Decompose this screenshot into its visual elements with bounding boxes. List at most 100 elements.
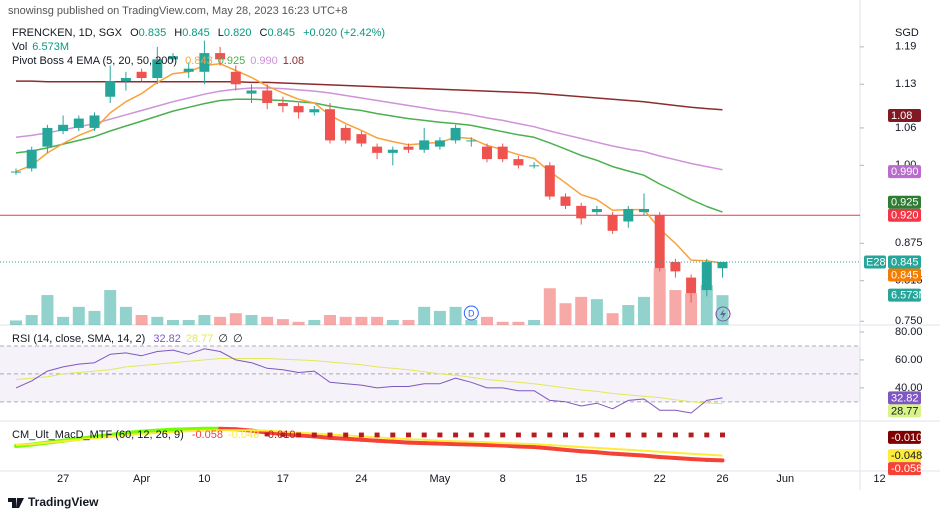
price-label: 1.08 xyxy=(891,110,912,122)
candle-body xyxy=(262,90,273,103)
x-tick-label: 15 xyxy=(575,473,587,485)
y-tick-label: 0.875 xyxy=(895,237,923,249)
candle-body xyxy=(560,196,571,206)
macd-line xyxy=(139,428,160,434)
volume-bar xyxy=(512,321,525,325)
candle-body xyxy=(686,277,697,294)
y-tick-label: 60.00 xyxy=(895,354,923,366)
volume-bar xyxy=(198,315,211,325)
logo-text: TradingView xyxy=(28,495,99,509)
rsi-line xyxy=(15,348,723,414)
candle-body xyxy=(497,146,508,160)
macd-line xyxy=(328,435,348,441)
rsi-axis-label-bg xyxy=(888,404,921,418)
macd-legend: CM_Ult_MacD_MTF (60, 12, 26, 9) -0.058 -0… xyxy=(12,429,300,441)
candle-body xyxy=(309,109,320,113)
volume-bar xyxy=(25,315,38,325)
candle-body xyxy=(89,115,100,128)
volume-bar xyxy=(685,293,698,325)
macd-histogram-bar xyxy=(515,432,521,438)
price-label-bg xyxy=(888,108,921,122)
candle-body xyxy=(607,215,618,231)
macd-line xyxy=(594,450,615,456)
volume-bar xyxy=(214,316,227,325)
macd-line xyxy=(92,432,113,439)
rsi-line xyxy=(15,358,723,405)
candle-body xyxy=(482,146,492,160)
rsi-mark: ∅ xyxy=(218,333,228,345)
ema-value: 0.843 xyxy=(185,55,213,67)
candle-body xyxy=(11,171,21,173)
x-tick-label: 27 xyxy=(57,473,69,485)
candle-body xyxy=(591,208,602,213)
candle-body xyxy=(183,68,194,72)
y-tick-label: 1.06 xyxy=(895,122,916,134)
candle-body xyxy=(58,124,69,132)
candle-body xyxy=(136,71,147,79)
rsi-axis-label: 28.77 xyxy=(891,405,919,417)
candle-body xyxy=(639,208,649,213)
ohlc-value: 0.845 xyxy=(267,27,295,39)
volume-bar xyxy=(57,316,70,325)
y-tick-label: 80.00 xyxy=(895,326,923,338)
candle-body xyxy=(372,146,383,153)
volume-bar xyxy=(104,290,117,325)
x-tick-label: May xyxy=(430,473,451,485)
candle-body xyxy=(717,262,728,269)
candle-body xyxy=(450,127,461,141)
macd-histogram-bar xyxy=(500,432,506,438)
macd-histogram-bar xyxy=(657,432,663,438)
price-label-bg xyxy=(888,208,921,222)
candle-body xyxy=(105,81,116,97)
volume-bar xyxy=(355,316,368,325)
candle-body xyxy=(168,56,178,60)
macd-histogram-bar xyxy=(563,432,568,438)
ohlc-key: O xyxy=(130,27,139,39)
x-tick-label: Jun xyxy=(776,473,794,485)
macd-signal-line xyxy=(15,429,723,457)
volume-axis-label: 6.573M xyxy=(891,290,928,302)
macd-line xyxy=(280,432,301,438)
x-tick-label: 26 xyxy=(716,473,728,485)
rsi-axis-label: 32.82 xyxy=(891,392,919,404)
volume-bar xyxy=(72,306,85,325)
macd-line xyxy=(343,436,364,442)
candle-body xyxy=(544,165,555,197)
volume-bar xyxy=(182,320,195,325)
volume-bar xyxy=(606,313,619,325)
macd-value: -0.048 xyxy=(228,429,260,441)
macd-histogram-bar xyxy=(311,432,317,438)
symbol: FRENCKEN, 1D, SGX xyxy=(12,27,123,39)
macd-histogram-bar xyxy=(421,432,427,438)
volume-bar xyxy=(151,316,164,325)
macd-histogram-bar xyxy=(720,432,725,438)
volume-bar xyxy=(324,315,336,325)
volume-bar xyxy=(245,315,258,325)
macd-histogram-bar xyxy=(280,432,286,437)
rsi-title: RSI (14, close, SMA, 14, 2) xyxy=(12,333,146,345)
candle-body xyxy=(466,140,477,142)
macd-line xyxy=(626,452,646,458)
macd-line xyxy=(673,456,694,461)
x-tick-label: Apr xyxy=(133,473,150,485)
candle-body xyxy=(701,262,712,291)
volume-bar xyxy=(575,296,588,325)
price-label-bg xyxy=(888,255,921,269)
candle-body xyxy=(529,165,540,167)
ema-value: 0.990 xyxy=(250,55,278,67)
candle-body xyxy=(199,53,210,72)
volume-bar xyxy=(622,305,635,325)
volume-key: Vol xyxy=(12,41,28,53)
volume-bar xyxy=(371,316,384,325)
candle-body xyxy=(434,140,445,147)
rsi-axis-label-bg xyxy=(888,391,921,405)
macd-histogram-bar xyxy=(672,432,678,438)
macd-histogram-bar xyxy=(688,432,694,438)
candle-body xyxy=(623,208,634,222)
macd-histogram-bar xyxy=(547,432,553,438)
volume-axis-label-bg xyxy=(888,288,921,302)
price-label: 0.845 xyxy=(891,269,919,281)
volume-value: 6.573M xyxy=(32,41,69,53)
price-label: 0.845 xyxy=(891,256,919,268)
candle-body xyxy=(387,149,398,153)
